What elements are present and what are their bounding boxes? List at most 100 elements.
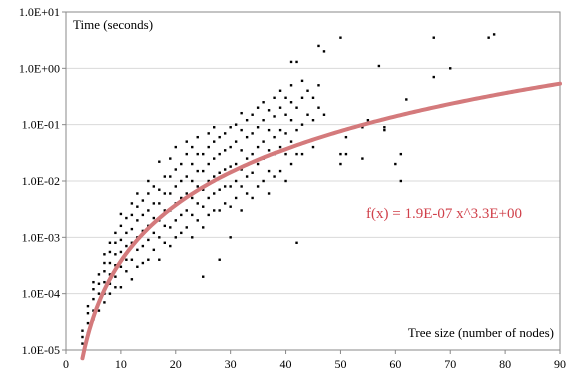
data-point — [81, 335, 84, 339]
data-point — [185, 152, 188, 156]
x-axis: 0 10 20 30 40 50 60 70 80 90 — [63, 350, 566, 371]
data-point — [317, 44, 320, 48]
data-point — [240, 209, 243, 212]
data-point — [295, 60, 298, 64]
data-point — [141, 261, 145, 265]
data-point — [163, 224, 166, 228]
data-point — [141, 213, 145, 217]
data-point — [119, 238, 123, 242]
data-point — [295, 128, 298, 132]
data-point — [108, 241, 112, 244]
data-point — [207, 132, 210, 135]
data-point — [267, 128, 271, 132]
y-tick-label: 1.0E+00 — [19, 61, 60, 75]
data-point — [300, 152, 304, 156]
data-point — [81, 329, 84, 332]
data-point — [180, 179, 183, 183]
y-axis: 1.0E-05 1.0E-04 1.0E-03 1.0E-02 1.0E-01 1.0E+… — [19, 5, 66, 357]
data-point — [218, 171, 221, 174]
y-tick-label: 1.0E-04 — [22, 287, 60, 301]
data-point — [185, 140, 188, 143]
data-point — [86, 312, 90, 315]
data-point — [169, 244, 172, 248]
data-point — [114, 286, 117, 289]
data-point — [218, 258, 221, 261]
data-point — [81, 342, 84, 345]
data-point — [218, 209, 221, 212]
data-point — [289, 119, 293, 122]
data-point — [317, 84, 320, 87]
data-point — [234, 123, 238, 126]
data-point — [213, 157, 216, 160]
data-point — [114, 275, 117, 278]
data-point — [202, 205, 205, 208]
data-point — [229, 165, 232, 168]
x-tick-label: 10 — [115, 357, 127, 371]
data-point — [158, 258, 161, 261]
data-point — [240, 128, 243, 132]
data-point — [114, 231, 117, 235]
data-point — [234, 179, 238, 183]
data-point — [229, 185, 232, 188]
data-point — [86, 321, 90, 325]
data-point — [399, 152, 403, 156]
data-point — [262, 101, 265, 104]
data-point — [234, 162, 238, 166]
data-point — [284, 113, 287, 116]
data-point — [136, 192, 139, 195]
data-point — [97, 282, 101, 285]
data-point — [344, 135, 348, 139]
data-point — [196, 202, 199, 205]
data-point — [284, 132, 287, 135]
data-point — [147, 179, 150, 183]
data-point — [262, 179, 265, 183]
data-point — [289, 162, 293, 166]
data-point — [152, 248, 156, 252]
data-point — [119, 212, 123, 216]
data-point — [295, 106, 298, 109]
data-point — [278, 89, 282, 92]
data-point — [207, 145, 210, 149]
data-point — [273, 175, 276, 178]
data-point — [284, 152, 287, 156]
data-point — [449, 67, 452, 70]
data-point — [125, 258, 128, 261]
data-point — [262, 140, 265, 143]
data-point — [92, 309, 95, 312]
data-point — [278, 106, 282, 109]
data-point — [158, 236, 161, 239]
data-point — [251, 152, 254, 156]
x-tick-label: 70 — [444, 357, 456, 371]
data-point — [141, 199, 145, 202]
data-point — [229, 205, 232, 208]
data-point — [158, 160, 161, 163]
data-point — [141, 244, 145, 248]
data-point — [152, 185, 156, 188]
data-point — [103, 253, 106, 256]
data-point — [103, 270, 106, 273]
data-point — [213, 140, 216, 143]
data-point — [174, 219, 177, 222]
data-point — [240, 149, 243, 152]
data-point — [213, 126, 216, 129]
data-point — [152, 202, 156, 205]
data-point — [202, 188, 205, 191]
data-point — [251, 132, 254, 135]
y-tick-label: 1.0E-05 — [22, 343, 60, 357]
data-point — [136, 248, 139, 252]
data-point — [295, 241, 298, 244]
data-point — [432, 36, 435, 39]
data-point — [108, 261, 112, 265]
data-point — [300, 96, 304, 99]
data-point — [245, 119, 249, 122]
data-point — [158, 202, 161, 205]
data-point — [163, 209, 166, 212]
y-tick-label: 1.0E-02 — [22, 174, 60, 188]
data-point — [147, 209, 150, 212]
data-point — [163, 192, 166, 195]
data-point — [234, 196, 238, 200]
x-tick-label: 80 — [499, 357, 511, 371]
x-tick-label: 40 — [280, 357, 292, 371]
data-point — [251, 113, 254, 116]
